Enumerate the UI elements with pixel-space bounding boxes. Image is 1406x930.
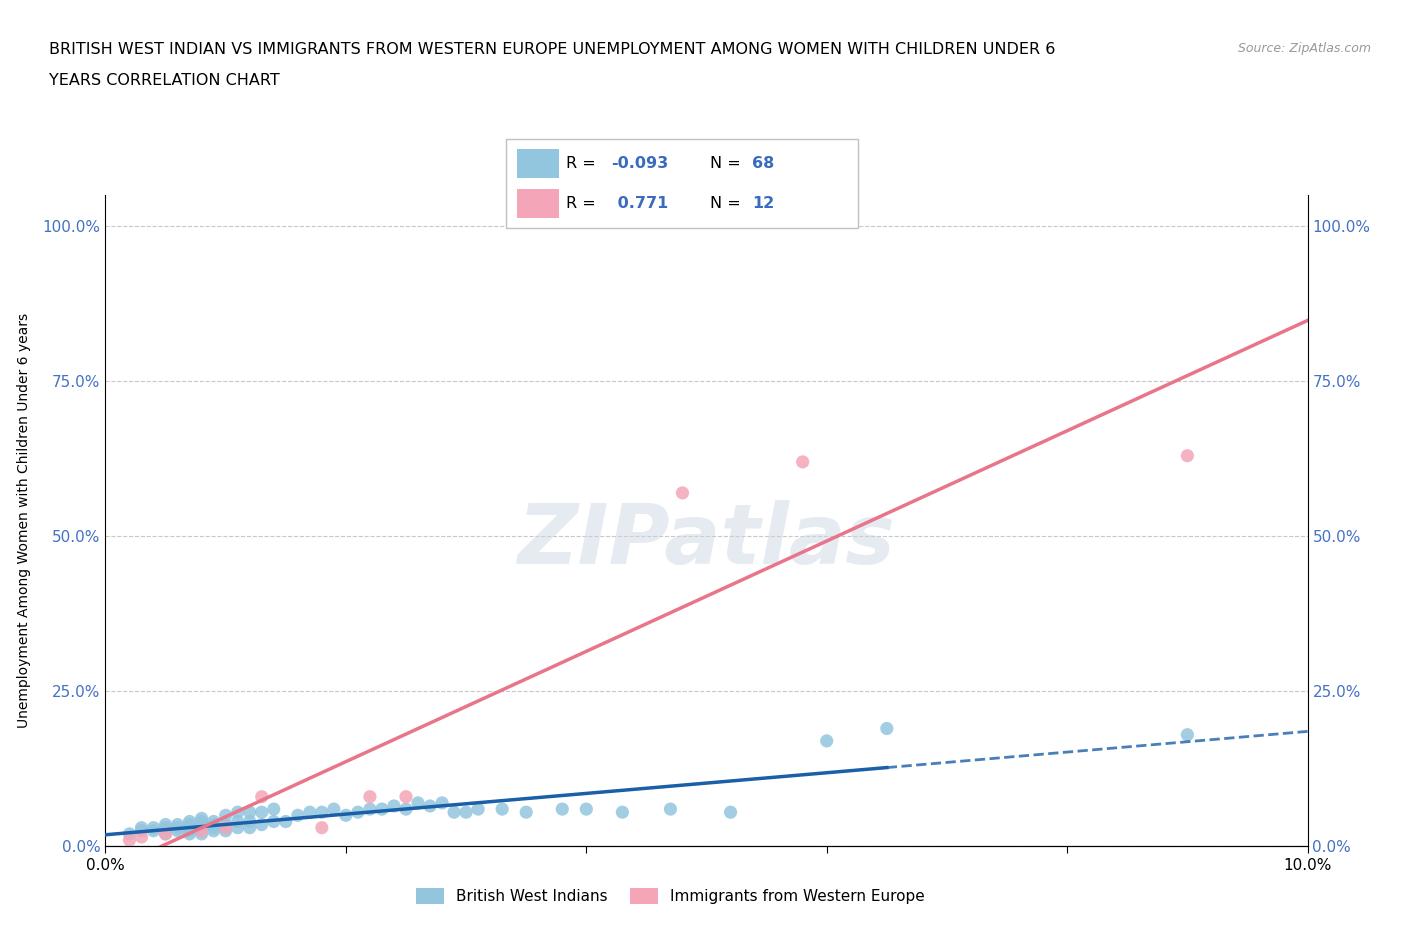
Point bbox=[551, 802, 574, 817]
Point bbox=[131, 820, 153, 835]
Text: N =: N = bbox=[710, 196, 747, 211]
Text: ZIPatlas: ZIPatlas bbox=[517, 499, 896, 581]
Point bbox=[166, 817, 188, 832]
Point bbox=[179, 820, 201, 835]
Point bbox=[443, 804, 465, 819]
Point bbox=[202, 817, 225, 832]
Point bbox=[214, 817, 236, 832]
Point bbox=[142, 823, 165, 838]
Text: YEARS CORRELATION CHART: YEARS CORRELATION CHART bbox=[49, 73, 280, 87]
Point bbox=[359, 802, 381, 817]
Text: Source: ZipAtlas.com: Source: ZipAtlas.com bbox=[1237, 42, 1371, 55]
Point bbox=[179, 827, 201, 842]
Point bbox=[815, 734, 838, 749]
Point bbox=[166, 820, 188, 835]
Point bbox=[263, 802, 285, 817]
Point bbox=[395, 802, 418, 817]
Point bbox=[214, 820, 236, 835]
Point bbox=[179, 823, 201, 838]
Point bbox=[226, 820, 249, 835]
Text: 68: 68 bbox=[752, 156, 775, 171]
Point bbox=[250, 790, 273, 804]
Point bbox=[202, 823, 225, 838]
Point bbox=[876, 721, 898, 736]
Point bbox=[239, 820, 262, 835]
Point bbox=[155, 823, 177, 838]
Point bbox=[142, 820, 165, 835]
Point bbox=[190, 811, 212, 826]
Point bbox=[155, 820, 177, 835]
Y-axis label: Unemployment Among Women with Children Under 6 years: Unemployment Among Women with Children U… bbox=[17, 313, 31, 728]
Point bbox=[454, 804, 477, 819]
Point bbox=[263, 814, 285, 829]
Point bbox=[155, 827, 177, 842]
Point bbox=[720, 804, 742, 819]
Point bbox=[612, 804, 634, 819]
Point bbox=[575, 802, 598, 817]
Point bbox=[347, 804, 370, 819]
Point bbox=[1175, 448, 1198, 463]
Text: BRITISH WEST INDIAN VS IMMIGRANTS FROM WESTERN EUROPE UNEMPLOYMENT AMONG WOMEN W: BRITISH WEST INDIAN VS IMMIGRANTS FROM W… bbox=[49, 42, 1056, 57]
Text: 12: 12 bbox=[752, 196, 775, 211]
Point bbox=[1175, 727, 1198, 742]
Point bbox=[792, 455, 814, 470]
Text: -0.093: -0.093 bbox=[612, 156, 669, 171]
Text: R =: R = bbox=[565, 156, 600, 171]
Point bbox=[298, 804, 321, 819]
Point bbox=[179, 817, 201, 832]
Point bbox=[190, 823, 212, 838]
Point bbox=[214, 823, 236, 838]
Point bbox=[311, 820, 333, 835]
Point bbox=[226, 814, 249, 829]
Point bbox=[214, 820, 236, 835]
Point bbox=[190, 827, 212, 842]
Point bbox=[335, 808, 357, 823]
Point bbox=[419, 799, 441, 814]
Point bbox=[395, 790, 418, 804]
Legend: British West Indians, Immigrants from Western Europe: British West Indians, Immigrants from We… bbox=[411, 882, 931, 910]
Text: 0.771: 0.771 bbox=[612, 196, 668, 211]
Text: R =: R = bbox=[565, 196, 600, 211]
Point bbox=[118, 827, 141, 842]
Point bbox=[155, 827, 177, 842]
Point bbox=[311, 804, 333, 819]
Point bbox=[322, 802, 344, 817]
FancyBboxPatch shape bbox=[506, 140, 858, 228]
Point bbox=[491, 802, 513, 817]
Point bbox=[430, 795, 453, 810]
Point bbox=[287, 808, 309, 823]
Point bbox=[467, 802, 489, 817]
Point bbox=[226, 804, 249, 819]
Point bbox=[190, 814, 212, 829]
Point bbox=[131, 823, 153, 838]
FancyBboxPatch shape bbox=[517, 189, 560, 219]
Point bbox=[515, 804, 537, 819]
Point bbox=[250, 817, 273, 832]
Point bbox=[190, 823, 212, 838]
Text: N =: N = bbox=[710, 156, 747, 171]
Point bbox=[359, 790, 381, 804]
Point bbox=[166, 823, 188, 838]
Point bbox=[118, 832, 141, 847]
Point bbox=[202, 820, 225, 835]
Point bbox=[190, 817, 212, 832]
Point bbox=[382, 799, 405, 814]
Point bbox=[190, 820, 212, 835]
Point bbox=[131, 830, 153, 844]
Point bbox=[239, 814, 262, 829]
Point bbox=[659, 802, 682, 817]
Point bbox=[202, 814, 225, 829]
Point bbox=[239, 804, 262, 819]
Point bbox=[671, 485, 693, 500]
Point bbox=[274, 814, 297, 829]
Point bbox=[406, 795, 429, 810]
Point bbox=[155, 817, 177, 832]
Point bbox=[371, 802, 394, 817]
FancyBboxPatch shape bbox=[517, 149, 560, 179]
Point bbox=[250, 804, 273, 819]
Point bbox=[214, 808, 236, 823]
Point bbox=[179, 814, 201, 829]
